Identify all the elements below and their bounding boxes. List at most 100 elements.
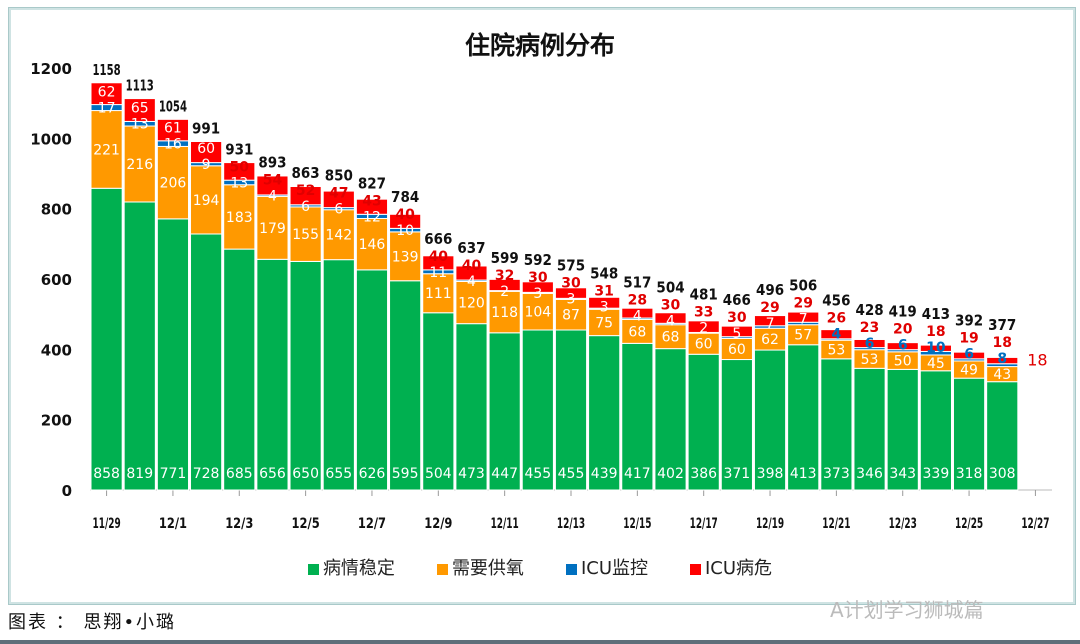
total-label: 599 — [491, 249, 519, 267]
data-label: 139 — [392, 249, 419, 265]
bar-segment-2 — [322, 209, 355, 261]
y-tick-label: 0 — [62, 482, 72, 500]
bar-segment-4 — [588, 296, 621, 309]
data-label: 53 — [827, 343, 845, 359]
data-label: 65 — [131, 101, 149, 117]
total-label: 592 — [524, 251, 552, 269]
data-label: 318 — [956, 466, 983, 482]
total-label: 1054 — [159, 97, 187, 115]
bar-segment-4 — [820, 329, 853, 340]
data-label: 216 — [126, 157, 153, 173]
data-label: 685 — [226, 466, 253, 482]
bar-segment-4 — [223, 162, 256, 181]
bar-segment-4 — [389, 213, 422, 229]
total-label: 504 — [656, 279, 684, 297]
bar-segment-2 — [289, 206, 322, 262]
data-label: 206 — [160, 176, 187, 192]
data-label: 626 — [359, 466, 386, 482]
bar-segment-1 — [123, 201, 156, 491]
data-label: 179 — [259, 221, 286, 237]
data-label: 439 — [591, 466, 618, 482]
watermark: A计划学习狮城篇 — [830, 598, 984, 622]
data-label: 118 — [491, 305, 518, 321]
total-label: 517 — [623, 273, 651, 291]
x-tick-label: 12/19 — [756, 516, 784, 532]
bar-segment-1 — [853, 367, 886, 491]
data-label: 4 — [633, 308, 642, 324]
legend-item-stable: 病情稳定 — [307, 558, 395, 580]
bar-segment-4 — [488, 278, 521, 292]
total-label: 456 — [822, 292, 850, 310]
x-tick-label: 12/17 — [690, 516, 718, 532]
bar-segment-1 — [787, 344, 820, 491]
data-label: 30 — [661, 298, 681, 314]
total-label: 827 — [358, 174, 386, 192]
bar-segment-4 — [986, 356, 1019, 365]
bar-segment-2 — [554, 298, 588, 331]
data-label: 4 — [268, 189, 277, 205]
data-label: 3 — [567, 292, 576, 308]
data-label: 343 — [889, 466, 916, 482]
data-label: 9 — [202, 157, 211, 173]
x-tick-label: 12/21 — [822, 516, 850, 532]
x-tick-label: 12/15 — [623, 516, 651, 532]
x-tick-label: 11/29 — [93, 516, 121, 532]
total-label: 1158 — [93, 61, 121, 79]
data-label: 10 — [926, 340, 946, 356]
data-label: 17 — [98, 101, 116, 117]
y-tick-label: 400 — [41, 341, 72, 359]
bar-segment-1 — [322, 259, 355, 491]
total-label: 931 — [225, 140, 253, 158]
bar-segment-4 — [521, 281, 554, 293]
bar-segment-1 — [455, 323, 488, 491]
bar-segment-4 — [355, 198, 389, 215]
data-label: 28 — [628, 292, 647, 308]
total-label: 863 — [292, 164, 320, 182]
bottom-border — [0, 640, 1080, 644]
data-label: 339 — [923, 466, 950, 482]
data-label: 413 — [790, 466, 817, 482]
bar-segment-1 — [389, 280, 422, 491]
bar-segment-4 — [753, 315, 787, 327]
bar-segment-1 — [521, 329, 554, 491]
data-label: 819 — [126, 466, 153, 482]
data-label: 4 — [666, 314, 675, 330]
data-label: 6 — [865, 336, 875, 352]
data-label: 104 — [524, 305, 551, 321]
data-label: 5 — [732, 326, 741, 342]
bar-segment-1 — [190, 233, 223, 491]
bar-segment-1 — [952, 377, 986, 491]
bar-segment-1 — [919, 370, 952, 491]
data-label: 155 — [292, 227, 319, 243]
x-tick-label: 12/27 — [1021, 516, 1049, 532]
data-label: 183 — [226, 210, 253, 226]
data-label: 386 — [690, 466, 717, 482]
data-label: 7 — [799, 312, 808, 328]
bar-segment-1 — [720, 359, 753, 491]
bar-segment-4 — [190, 140, 223, 164]
data-label: 43 — [362, 193, 381, 209]
data-label: 60 — [728, 342, 746, 358]
bar-segment-4 — [886, 342, 919, 351]
total-label: 419 — [889, 303, 917, 321]
data-label: 656 — [259, 466, 286, 482]
data-label: 23 — [860, 320, 879, 336]
bar-segment-4 — [322, 190, 355, 209]
data-label: 6 — [964, 347, 974, 363]
bar-segment-1 — [289, 260, 322, 491]
legend-label: 病情稳定 — [322, 558, 395, 579]
data-label: 371 — [723, 466, 750, 482]
data-label: 13 — [230, 175, 248, 191]
bar-segment-4 — [289, 186, 322, 206]
y-tick-label: 200 — [41, 412, 72, 430]
data-label: 68 — [628, 324, 646, 340]
data-label: 194 — [193, 193, 220, 209]
legend: 病情稳定 需要供氧 ICU监控 ICU病危 — [0, 558, 1080, 580]
data-label: 43 — [993, 367, 1011, 383]
legend-item-icu-critical: ICU病危 — [690, 558, 772, 580]
data-label: 473 — [458, 466, 485, 482]
total-label: 496 — [756, 281, 784, 299]
bar-segment-2 — [190, 165, 223, 235]
data-label: 8 — [997, 351, 1007, 367]
total-label: 850 — [325, 167, 353, 185]
